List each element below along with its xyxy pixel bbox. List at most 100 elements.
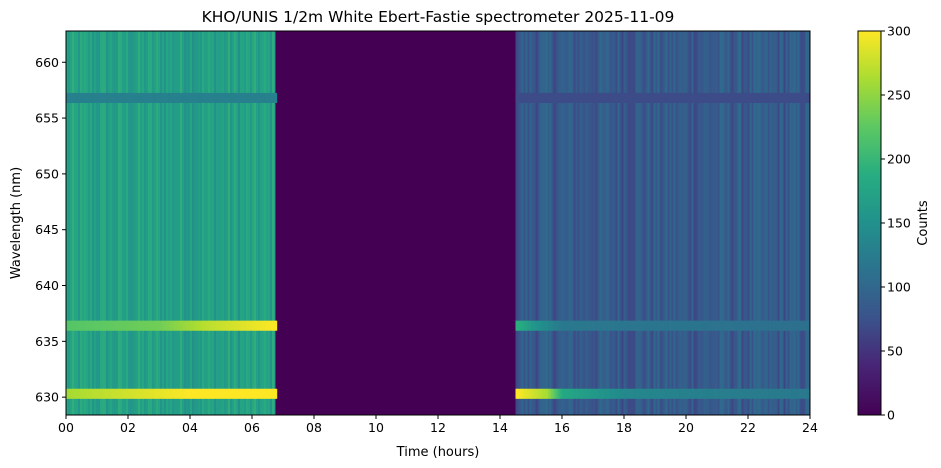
texture-column	[194, 31, 196, 415]
emission-cell	[112, 92, 115, 103]
emission-cell	[710, 388, 713, 399]
emission-cell	[786, 388, 789, 399]
emission-cell	[606, 320, 609, 331]
emission-cell	[673, 92, 676, 103]
emission-cell	[203, 388, 206, 399]
emission-cell	[676, 320, 679, 331]
texture-column	[142, 31, 144, 415]
emission-cell	[718, 320, 721, 331]
emission-cell	[104, 92, 107, 103]
emission-cell	[196, 320, 199, 331]
emission-cell	[532, 92, 535, 103]
emission-cell	[678, 92, 681, 103]
emission-cell	[704, 92, 707, 103]
emission-cell	[176, 92, 178, 103]
texture-column	[627, 31, 630, 415]
emission-cell	[81, 92, 84, 103]
emission-cell	[179, 388, 182, 399]
emission-cell	[569, 320, 572, 331]
emission-cell	[207, 92, 209, 103]
emission-cell	[775, 388, 778, 399]
emission-cell	[637, 388, 640, 399]
texture-column	[629, 31, 632, 415]
emission-cell	[87, 388, 90, 399]
texture-column	[258, 31, 260, 415]
emission-cell	[106, 92, 109, 103]
emission-cell	[551, 388, 554, 399]
texture-column	[725, 31, 728, 415]
emission-cell	[574, 92, 577, 103]
texture-column	[655, 31, 658, 415]
emission-cell	[690, 320, 693, 331]
emission-cell	[159, 388, 161, 399]
emission-cell	[761, 320, 764, 331]
emission-cell	[248, 320, 251, 331]
emission-cell	[695, 92, 698, 103]
emission-cell	[738, 92, 741, 103]
emission-cell	[159, 320, 161, 331]
emission-cell	[794, 320, 797, 331]
texture-column	[695, 31, 698, 415]
emission-cell	[785, 92, 788, 103]
emission-cell	[135, 320, 138, 331]
emission-cell	[735, 388, 738, 399]
emission-cell	[129, 388, 132, 399]
emission-cell	[774, 388, 777, 399]
emission-cell	[86, 320, 89, 331]
y-tick-label: 635	[35, 334, 59, 349]
emission-cell	[599, 320, 602, 331]
emission-cell	[186, 92, 189, 103]
emission-cell	[712, 320, 715, 331]
emission-cell	[648, 92, 651, 103]
texture-column	[208, 31, 210, 415]
emission-cell	[149, 320, 152, 331]
emission-cell	[172, 92, 175, 103]
emission-cell	[727, 320, 730, 331]
emission-cell	[197, 388, 200, 399]
emission-cell	[200, 92, 203, 103]
texture-column	[647, 31, 650, 415]
texture-column	[625, 31, 628, 415]
texture-column	[775, 31, 778, 415]
texture-column	[589, 31, 592, 415]
emission-cell	[171, 92, 174, 103]
emission-cell	[672, 320, 674, 331]
emission-cell	[168, 388, 171, 399]
emission-cell	[772, 320, 775, 331]
emission-cell	[783, 320, 786, 331]
emission-cell	[620, 320, 623, 331]
texture-column	[256, 31, 258, 415]
emission-cell	[185, 320, 188, 331]
emission-cell	[526, 320, 529, 331]
emission-cell	[123, 92, 126, 103]
emission-cell	[182, 388, 185, 399]
texture-column	[148, 31, 150, 415]
emission-cell	[515, 320, 518, 331]
emission-cell	[771, 388, 774, 399]
texture-column	[637, 31, 640, 415]
emission-cell	[695, 320, 698, 331]
emission-cell	[686, 388, 688, 399]
emission-cell	[100, 92, 103, 103]
texture-column	[519, 31, 522, 415]
emission-cell	[763, 388, 766, 399]
emission-cell	[611, 320, 614, 331]
emission-cell	[75, 92, 78, 103]
texture-column	[206, 31, 208, 415]
emission-cell	[645, 92, 648, 103]
emission-cell	[165, 92, 168, 103]
emission-cell	[760, 320, 763, 331]
emission-cell	[524, 320, 527, 331]
emission-cell	[554, 388, 557, 399]
emission-cell	[129, 92, 132, 103]
emission-cell	[682, 92, 685, 103]
emission-cell	[594, 320, 597, 331]
emission-cell	[755, 92, 758, 103]
emission-cell	[267, 92, 270, 103]
emission-cell	[544, 92, 547, 103]
emission-cell	[169, 388, 172, 399]
emission-cell	[792, 320, 795, 331]
emission-cell	[163, 320, 166, 331]
emission-cell	[538, 92, 541, 103]
texture-column	[174, 31, 176, 415]
